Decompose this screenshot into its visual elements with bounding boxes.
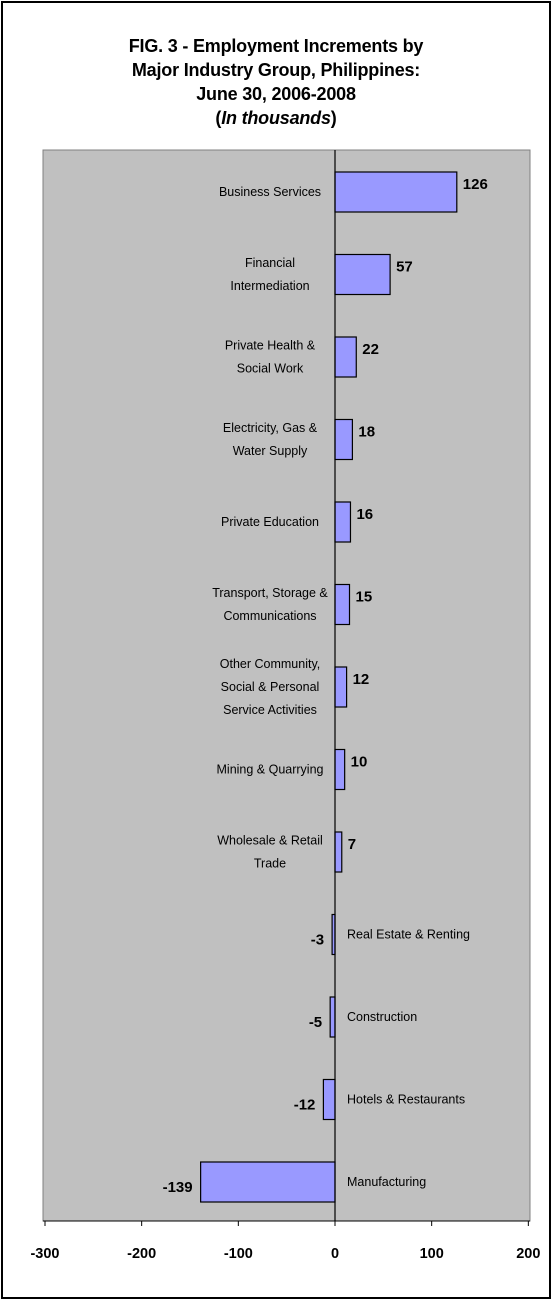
category-label: Private Education — [221, 515, 319, 529]
category-label-line: Intermediation — [230, 279, 309, 293]
data-label: 15 — [356, 589, 373, 606]
title-line-4: (In thousands) — [0, 106, 552, 130]
data-label: 7 — [348, 836, 356, 853]
category-label: Manufacturing — [347, 1175, 426, 1189]
data-label: 12 — [353, 671, 370, 688]
category-label-line: Mining & Quarrying — [217, 763, 324, 777]
category-label-line: Social Work — [237, 362, 304, 376]
data-label: -3 — [311, 932, 324, 949]
x-tick-label: -300 — [30, 1246, 59, 1262]
category-label-line: Electricity, Gas & — [223, 421, 318, 435]
category-label: Electricity, Gas & Water Supply — [223, 421, 318, 458]
x-tick-label: -100 — [224, 1246, 253, 1262]
data-label: 10 — [351, 754, 368, 771]
bar — [334, 831, 343, 873]
category-label-line: Other Community, — [220, 657, 321, 671]
bar — [200, 1161, 336, 1203]
category-label: Hotels & Restaurants — [347, 1093, 465, 1107]
category-label-line: Social & Personal — [221, 680, 320, 694]
category-label: Construction — [347, 1010, 417, 1024]
x-tick-label: 0 — [331, 1246, 339, 1262]
title-unit-prefix: ( — [215, 108, 222, 128]
data-label: 18 — [358, 424, 375, 441]
category-label: Private Health & Social Work — [225, 339, 316, 376]
data-label: -12 — [294, 1097, 316, 1114]
data-label: 57 — [396, 259, 413, 276]
category-label: Business Services — [219, 185, 321, 199]
category-label-line: Transport, Storage & — [212, 586, 328, 600]
title-unit: In thousands — [221, 108, 331, 128]
data-label: -5 — [309, 1014, 322, 1031]
bar — [334, 583, 351, 626]
category-label-line: Hotels & Restaurants — [347, 1093, 465, 1107]
plot-area — [42, 149, 531, 1222]
category-label-line: Communications — [223, 609, 316, 623]
data-label: 22 — [362, 341, 379, 358]
category-label: Wholesale & Retail Trade — [217, 834, 323, 871]
bar — [334, 171, 458, 213]
category-label-line: Manufacturing — [347, 1175, 426, 1189]
category-label: Real Estate & Renting — [347, 928, 470, 942]
chart-title: FIG. 3 - Employment Increments by Major … — [0, 34, 552, 130]
category-label-line: Service Activities — [223, 703, 317, 717]
bar — [334, 418, 354, 461]
data-label: 126 — [463, 176, 488, 193]
x-tick-label: 100 — [420, 1246, 444, 1262]
bar — [334, 666, 348, 708]
bar — [334, 501, 352, 543]
category-label: Financial Intermediation — [230, 256, 309, 293]
category-label-line: Water Supply — [233, 444, 308, 458]
category-label-line: Private Education — [221, 515, 319, 529]
bar — [329, 996, 336, 1038]
x-tick-label: -200 — [127, 1246, 156, 1262]
category-label-line: Wholesale & Retail — [217, 834, 323, 848]
title-line-1: FIG. 3 - Employment Increments by — [128, 36, 424, 56]
category-label-line: Trade — [254, 857, 286, 871]
category-label: Other Community, Social & Personal Service… — [220, 657, 321, 717]
category-label-line: Business Services — [219, 185, 321, 199]
data-label: 16 — [356, 506, 373, 523]
category-label: Transport, Storage & Communications — [212, 586, 328, 623]
category-label: Mining & Quarrying — [217, 763, 324, 777]
bar — [322, 1078, 336, 1121]
category-label-line: Private Health & — [225, 339, 316, 353]
category-label-line: Financial — [245, 256, 295, 270]
category-label-line: Construction — [347, 1010, 417, 1024]
x-tick-label: 200 — [516, 1246, 540, 1262]
title-line-2: Major Industry Group, Philippines: — [131, 60, 421, 80]
bar — [334, 253, 391, 296]
category-label-line: Real Estate & Renting — [347, 928, 470, 942]
title-line-3: June 30, 2006-2008 — [196, 84, 356, 104]
data-label: -139 — [163, 1179, 193, 1196]
bar — [334, 336, 357, 378]
title-unit-suffix: ) — [330, 108, 337, 128]
bar — [334, 748, 346, 791]
